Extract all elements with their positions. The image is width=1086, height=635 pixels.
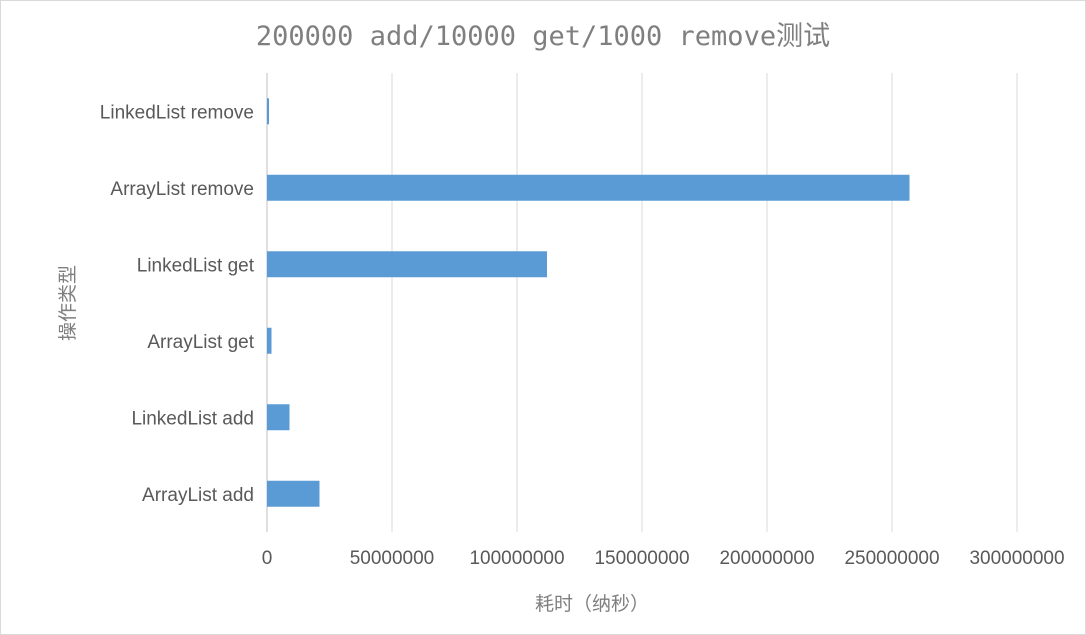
x-tick-label: 50000000: [350, 548, 435, 569]
category-labels: LinkedList remove ArrayList remove LinkedL…: [100, 102, 255, 506]
bar: [267, 327, 272, 354]
x-axis-label: 耗时（纳秒）: [535, 593, 649, 615]
category-label: ArrayList remove: [110, 179, 254, 200]
bar: [267, 98, 269, 125]
category-label: LinkedList add: [131, 408, 254, 429]
gridlines: [266, 73, 1018, 532]
chart-title: 200000 add/10000 get/1000 remove测试: [255, 21, 831, 52]
category-label: LinkedList get: [137, 255, 255, 276]
category-label: ArrayList get: [147, 332, 254, 353]
bar: [267, 174, 910, 201]
y-axis-label: 操作类型: [57, 265, 79, 341]
category-label: ArrayList add: [142, 485, 254, 506]
x-tick-label: 300000000: [969, 548, 1064, 569]
x-tick-label: 250000000: [844, 548, 939, 569]
x-tick-label: 150000000: [594, 548, 689, 569]
x-tick-labels: 0 50000000 100000000 150000000 200000000 2500…: [262, 548, 1065, 569]
bars: [267, 98, 910, 507]
category-label: LinkedList remove: [100, 102, 254, 123]
x-tick-label: 100000000: [469, 548, 564, 569]
x-tick-label: 200000000: [719, 548, 814, 569]
bar: [267, 480, 320, 507]
bar: [267, 404, 290, 431]
x-tick-label: 0: [262, 548, 273, 569]
bar: [267, 251, 547, 278]
